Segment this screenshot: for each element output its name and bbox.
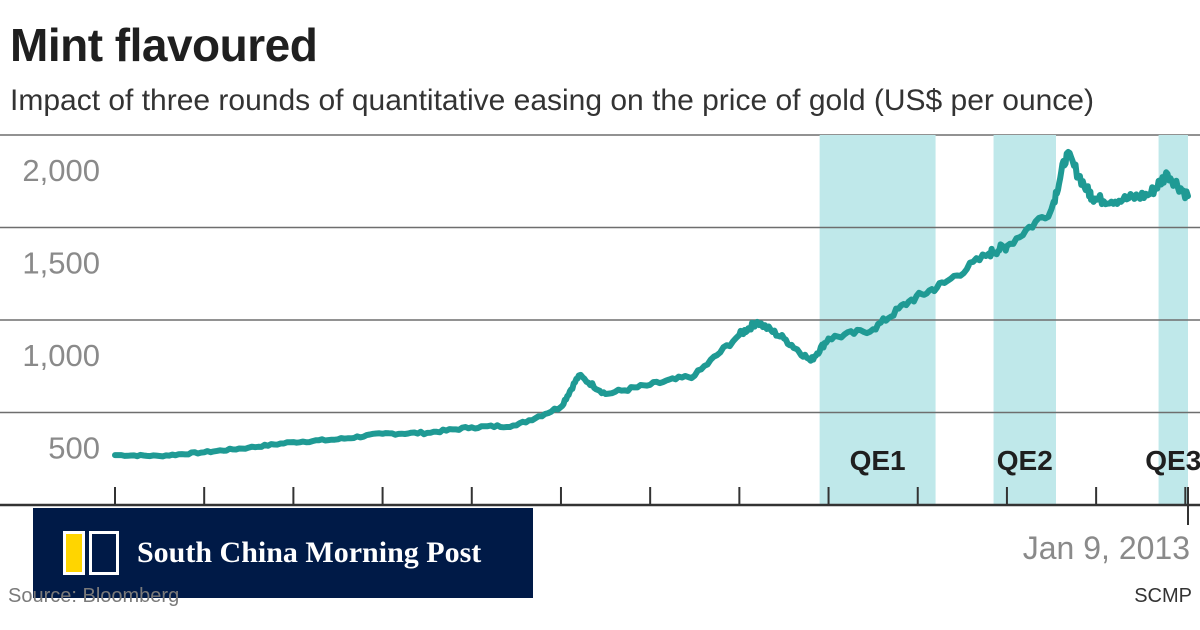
- scmp-logo-icon: [63, 531, 119, 575]
- x-end-date-label: Jan 9, 2013: [1022, 530, 1190, 566]
- source-note: Source: Bloomberg: [8, 585, 180, 607]
- qe-label: QE1: [850, 445, 906, 476]
- y-tick-label: 1,000: [22, 338, 100, 373]
- scmp-name: South China Morning Post: [137, 536, 482, 569]
- qe-label: QE3: [1145, 445, 1200, 476]
- chart-subtitle: Impact of three rounds of quantitative e…: [10, 84, 1094, 117]
- y-tick-label: 1,500: [22, 246, 100, 281]
- credit-note: SCMP: [1134, 585, 1192, 607]
- gold-price-line: [112, 149, 1191, 460]
- y-tick-label: 500: [48, 431, 100, 466]
- qe-label: QE2: [997, 445, 1053, 476]
- chart-title: Mint flavoured: [10, 19, 318, 71]
- scmp-badge[interactable]: South China Morning Post: [33, 508, 533, 598]
- y-tick-label: 2,000: [22, 153, 100, 188]
